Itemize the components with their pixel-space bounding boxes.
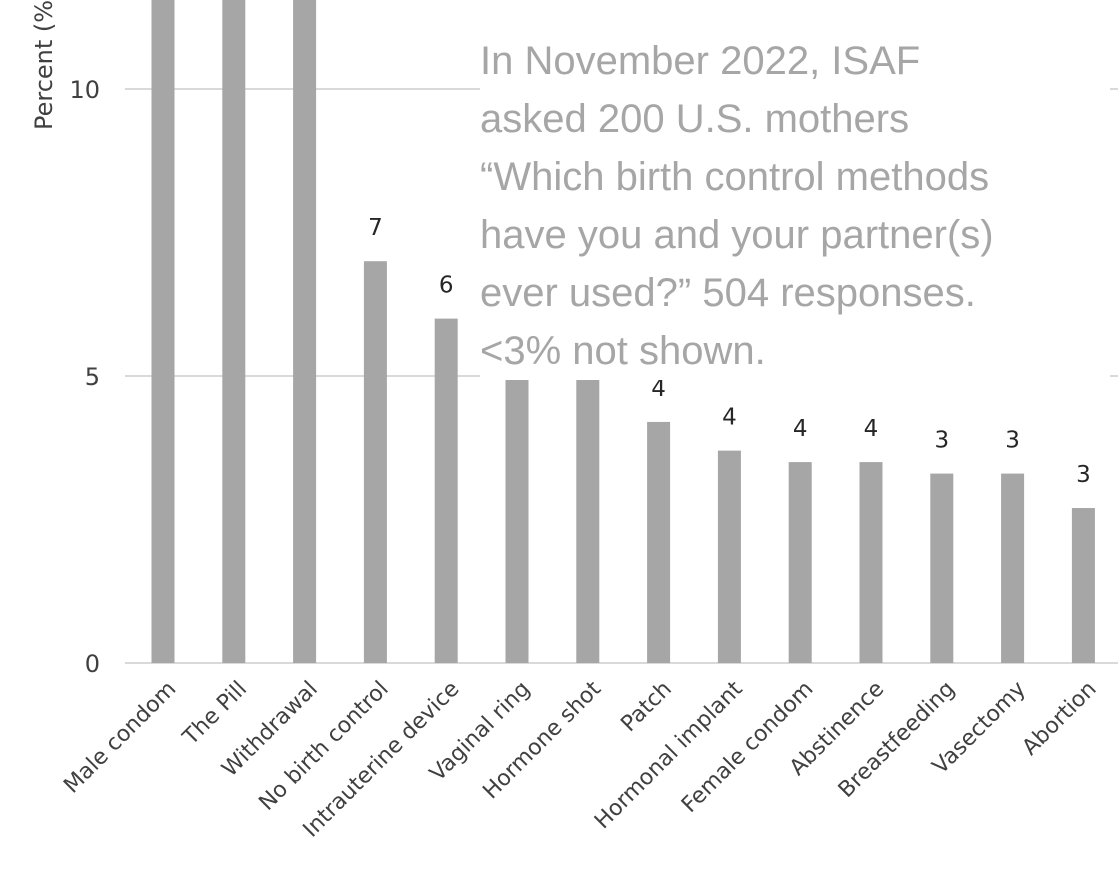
data-label: 4 [722, 405, 737, 431]
data-label: 4 [651, 376, 666, 402]
annotation-line: asked 200 U.S. mothers [480, 97, 910, 141]
bar [1001, 473, 1025, 663]
bar [505, 347, 529, 663]
bar [293, 0, 317, 663]
x-tick-label: Patch [616, 677, 676, 737]
annotation-line: ever used?” 504 responses. [480, 271, 976, 315]
y-tick-label: 0 [85, 650, 100, 678]
bar [1071, 508, 1095, 663]
chart-annotation: In November 2022, ISAF asked 200 U.S. mo… [480, 32, 1110, 380]
annotation-line: “Which birth control methods [480, 155, 990, 199]
bar [576, 364, 600, 663]
data-label: 6 [439, 273, 454, 299]
data-label: 3 [934, 428, 949, 454]
x-tick-label: Abortion [1018, 677, 1102, 761]
x-tick-label: Male condom [59, 677, 181, 799]
x-tick-label: Female condom [677, 677, 818, 818]
data-label: 4 [864, 416, 879, 442]
annotation-line: In November 2022, ISAF [480, 39, 921, 83]
data-label: 3 [1076, 462, 1091, 488]
annotation-line: <3% not shown. [480, 329, 766, 373]
bar [647, 421, 671, 663]
bar [788, 462, 812, 663]
bar [151, 0, 175, 663]
annotation-line: have you and your partner(s) [480, 213, 994, 257]
x-tick-label: No birth control [254, 677, 393, 816]
y-tick-label: 5 [85, 363, 100, 391]
bar [717, 450, 741, 663]
data-label: 7 [368, 215, 383, 241]
bar [222, 0, 246, 664]
bar [930, 473, 954, 663]
bar [434, 318, 458, 663]
data-label: 4 [793, 416, 808, 442]
bar [363, 261, 387, 663]
y-tick-label: 10 [69, 76, 100, 104]
data-label: 3 [1005, 428, 1020, 454]
bar [859, 462, 883, 663]
y-axis-label: Percent (%) [30, 0, 58, 130]
